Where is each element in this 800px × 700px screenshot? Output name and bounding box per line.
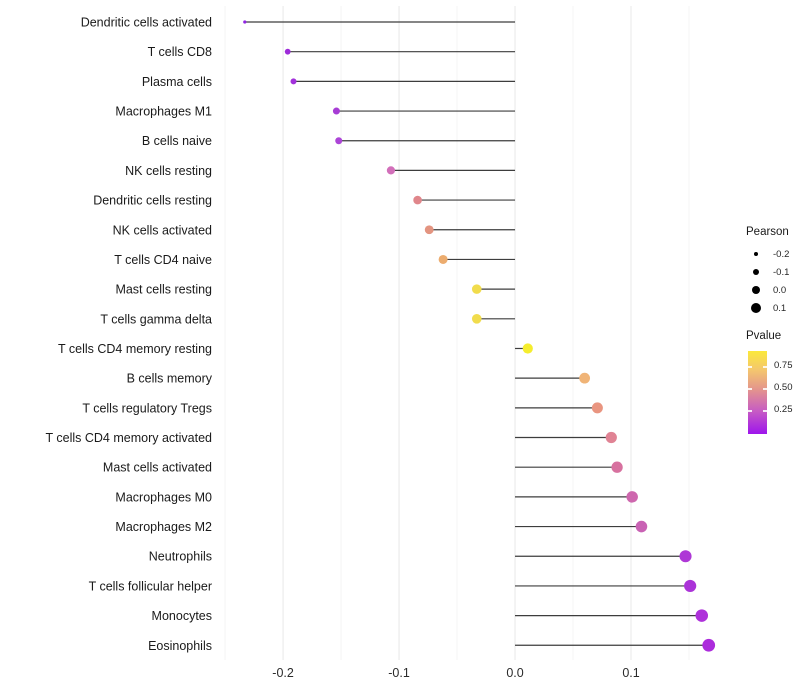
y-axis-label: T cells CD4 memory resting: [58, 342, 212, 356]
data-point: [679, 550, 692, 563]
data-point: [579, 372, 591, 384]
legend-size-item: 0.0: [748, 281, 786, 299]
legend-size-label: 0.1: [773, 302, 787, 314]
y-axis-label: Dendritic cells activated: [81, 16, 212, 30]
data-point: [702, 638, 716, 652]
x-axis-tick-label: -0.2: [272, 666, 294, 680]
legend-pvalue-color: Pvalue 0.75 0.50 0.25: [746, 330, 800, 450]
y-axis-label: B cells memory: [127, 372, 213, 386]
y-axis-label: T cells CD4 naive: [114, 253, 212, 267]
y-axis-label: T cells gamma delta: [100, 312, 212, 326]
gradient-tick: [763, 410, 767, 412]
data-point: [424, 225, 434, 235]
data-point: [522, 343, 533, 354]
data-point: [471, 314, 482, 324]
legend-pearson-title: Pearson: [746, 226, 789, 238]
legend-size-item: -0.1: [748, 263, 789, 281]
gradient-tick: [763, 388, 767, 390]
y-axis-label: NK cells resting: [125, 164, 212, 178]
y-axis-label: T cells CD4 memory activated: [46, 431, 213, 445]
size-dot-icon: [748, 268, 764, 276]
y-axis-label: Macrophages M1: [115, 105, 212, 119]
size-dot-icon: [748, 251, 764, 257]
legend-size-item: 0.1: [748, 299, 786, 317]
pvalue-gradient-bar: [748, 351, 767, 434]
legend-size-label: -0.1: [773, 266, 790, 278]
data-point: [290, 78, 297, 85]
data-point: [591, 402, 603, 414]
gradient-tick-label: 0.50: [774, 382, 793, 393]
y-axis-label: Mast cells resting: [115, 283, 212, 297]
gradient-tick: [763, 366, 767, 368]
gradient-tick: [748, 388, 752, 390]
gradient-tick: [748, 366, 752, 368]
data-point: [626, 491, 638, 503]
y-axis-label: Plasma cells: [142, 75, 212, 89]
data-point: [695, 609, 709, 622]
y-axis-label: Neutrophils: [149, 550, 212, 564]
data-point: [335, 137, 343, 145]
data-point: [243, 20, 247, 24]
data-point: [605, 431, 617, 444]
y-axis-label: Macrophages M2: [115, 520, 212, 534]
x-axis-tick-label: 0.1: [622, 666, 639, 680]
y-axis-label: T cells CD8: [148, 45, 212, 59]
y-axis-label: B cells naive: [142, 134, 212, 148]
x-axis-tick-label: 0.0: [506, 666, 523, 680]
size-dot-icon: [748, 285, 764, 295]
data-point: [438, 254, 448, 264]
gradient-tick: [748, 410, 752, 412]
data-point: [611, 461, 623, 473]
data-point: [386, 166, 396, 175]
legend-pvalue-title: Pvalue: [746, 330, 782, 342]
data-point: [471, 284, 482, 294]
legend-size-item: -0.2: [748, 245, 789, 263]
data-point: [284, 48, 291, 55]
y-axis-label: Macrophages M0: [115, 490, 212, 504]
size-dot-icon: [748, 303, 764, 313]
data-point: [635, 520, 648, 533]
y-axis-label: T cells follicular helper: [89, 579, 212, 593]
legend-pearson-size: Pearson -0.2 -0.1 0.0 0.1: [746, 226, 800, 322]
legend-size-label: -0.2: [773, 248, 790, 260]
y-axis-label: Mast cells activated: [103, 461, 212, 475]
gradient-tick-label: 0.25: [774, 404, 793, 415]
data-point: [684, 579, 697, 593]
data-point: [332, 107, 340, 115]
gradient-tick-label: 0.75: [774, 360, 793, 371]
gradient-fill: [748, 351, 767, 434]
y-axis-label: Dendritic cells resting: [93, 194, 212, 208]
y-axis-label: Eosinophils: [148, 639, 212, 653]
y-axis-label: Monocytes: [152, 609, 212, 623]
data-point: [413, 195, 422, 205]
legend-size-label: 0.0: [773, 284, 787, 296]
y-axis-label: NK cells activated: [113, 223, 212, 237]
x-axis-tick-label: -0.1: [388, 666, 410, 680]
y-axis-label: T cells regulatory Tregs: [82, 401, 212, 415]
